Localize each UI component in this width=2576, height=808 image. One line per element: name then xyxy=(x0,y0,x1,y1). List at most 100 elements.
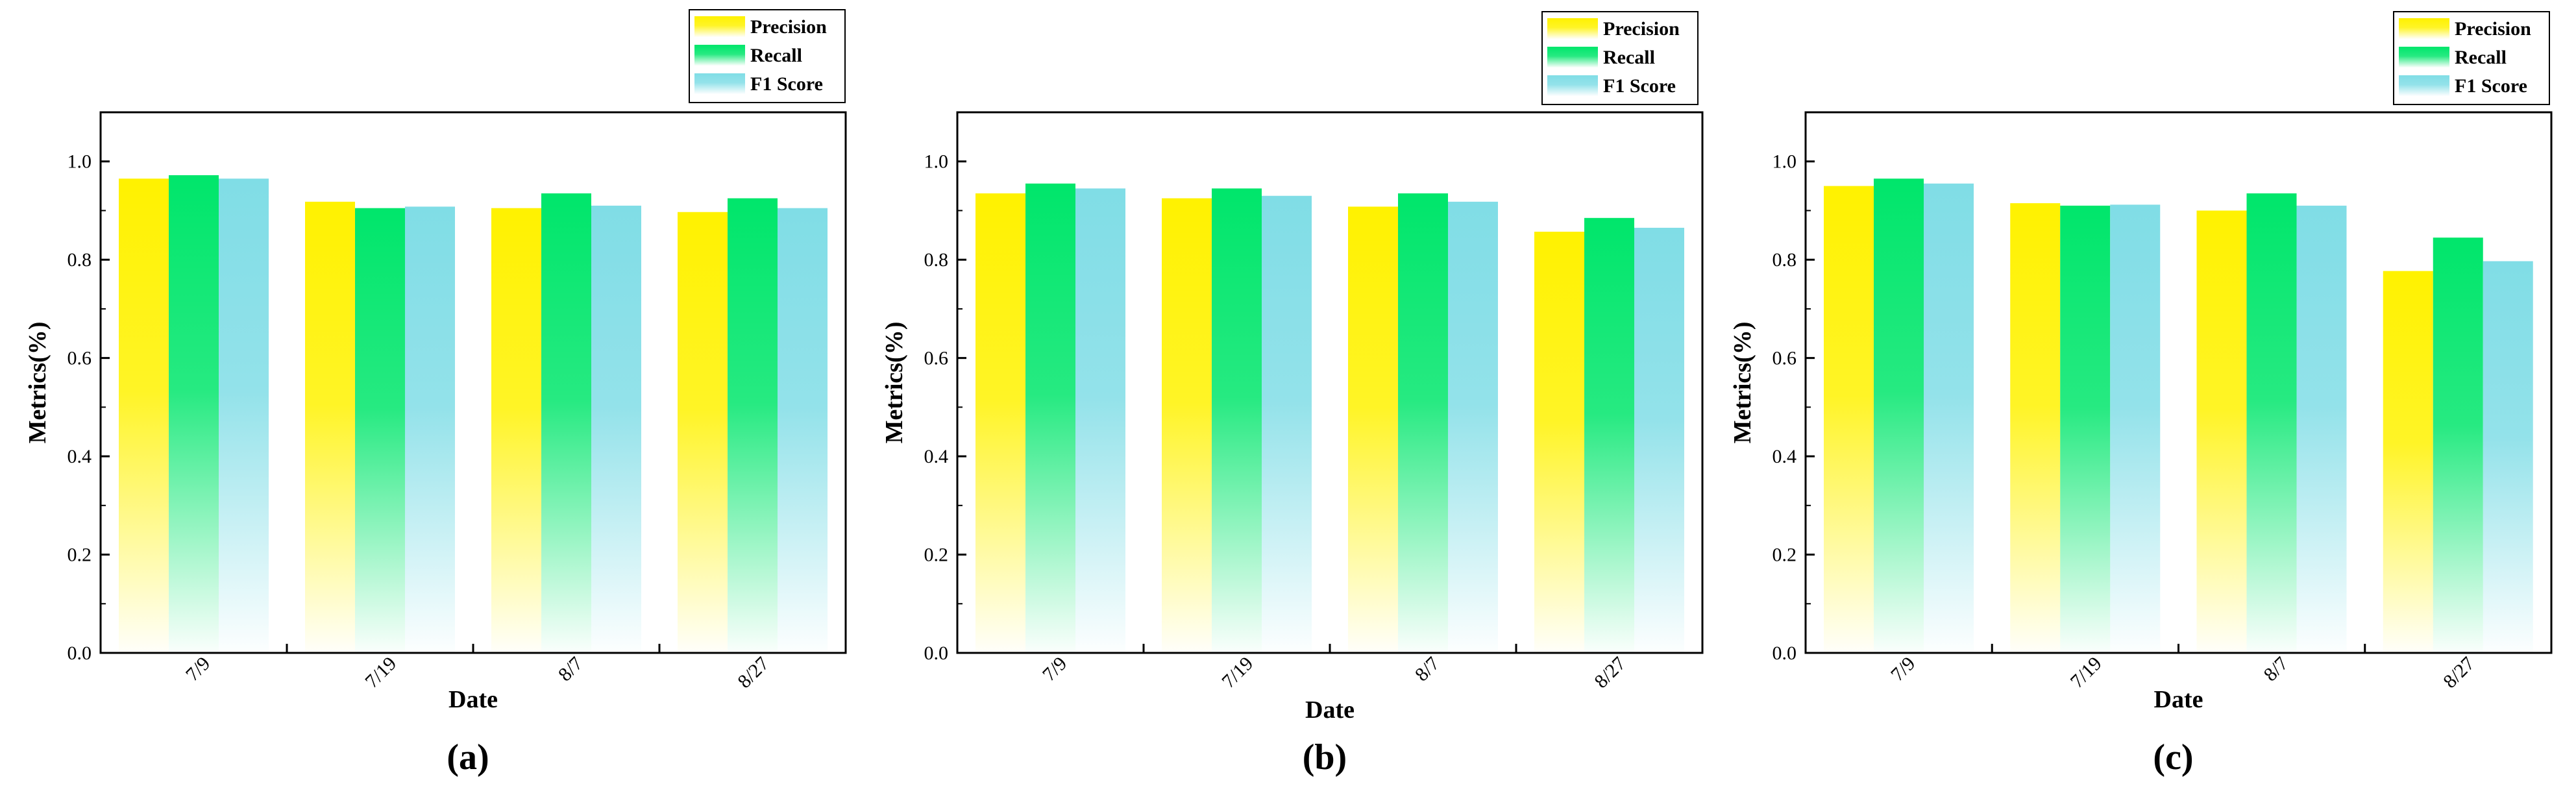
x-axis-title: Date xyxy=(1305,696,1355,724)
y-tick-label: 0.4 xyxy=(1773,446,1797,467)
x-tick-label: 7/9 xyxy=(182,653,214,685)
bar-f1-8-27 xyxy=(1634,227,1684,653)
chart-panel-b: 0.0 0.2 0.4 0.6 0.8 1.0 7/9 7/19 8/7 8/27 Date Metr… xyxy=(881,11,1704,777)
y-tick-label: 0.4 xyxy=(924,446,949,467)
y-tick-label: 0.8 xyxy=(1773,249,1797,271)
y-tick-label: 0.6 xyxy=(1773,348,1797,369)
legend-swatch-precision xyxy=(694,16,745,37)
x-tick-label: 8/7 xyxy=(2259,653,2292,685)
x-tick-label: 7/19 xyxy=(1218,653,1257,692)
legend-swatch-f1 xyxy=(694,73,745,94)
legend-label-precision: Precision xyxy=(750,16,827,38)
y-tick-label: 0.2 xyxy=(67,545,92,566)
legend-label-f1: F1 Score xyxy=(750,73,823,95)
x-tick-label: 8/27 xyxy=(733,653,773,692)
legend: Precision Recall F1 Score xyxy=(689,9,846,103)
legend-label-precision: Precision xyxy=(1603,18,1680,40)
y-tick-label: 0.0 xyxy=(67,643,92,664)
y-tick-label: 0.0 xyxy=(1773,643,1797,664)
y-tick-label: 1.0 xyxy=(1773,151,1797,173)
x-tick-label: 7/19 xyxy=(2067,653,2106,692)
panel-label: (a) xyxy=(447,737,489,777)
bar-recall-8-27 xyxy=(1584,217,1634,654)
y-tick-label: 0.6 xyxy=(67,348,92,369)
legend-swatch-f1 xyxy=(1547,75,1598,96)
y-tick-label: 0.2 xyxy=(924,545,949,566)
legend-swatch-f1 xyxy=(2399,75,2449,96)
bar-precision-8-27 xyxy=(1534,232,1584,653)
bar-recall-8-7 xyxy=(541,193,591,653)
panel-label: (c) xyxy=(2153,737,2193,777)
legend-label-recall: Recall xyxy=(2455,47,2507,68)
bar-f1-8-27 xyxy=(778,208,828,653)
y-tick-label: 1.0 xyxy=(67,151,92,173)
bar-precision-7-9 xyxy=(975,193,1025,653)
bar-recall-7-19 xyxy=(1212,188,1262,653)
bar-f1-7-19 xyxy=(2110,204,2161,653)
panel-label: (b) xyxy=(1303,737,1347,777)
chart-panel-c: 0.0 0.2 0.4 0.6 0.8 1.0 7/9 7/19 8/7 8/27 Date Metr… xyxy=(1729,11,2553,777)
legend-label-f1: F1 Score xyxy=(1603,75,1676,97)
y-tick-label: 0.4 xyxy=(67,446,92,467)
bar-f1-7-9 xyxy=(1075,188,1125,653)
legend-swatch-recall xyxy=(2399,47,2449,67)
bar-precision-7-19 xyxy=(305,201,355,654)
y-tick-label: 0.2 xyxy=(1773,545,1797,566)
legend: Precision Recall F1 Score xyxy=(2393,11,2550,105)
bar-f1-7-9 xyxy=(1924,183,1974,653)
legend-swatch-precision xyxy=(1547,18,1598,39)
legend-swatch-recall xyxy=(1547,47,1598,67)
bar-recall-8-7 xyxy=(1398,193,1448,653)
y-axis-title: Metrics(%) xyxy=(1729,322,1756,444)
y-tick-label: 1.0 xyxy=(924,151,949,173)
x-tick-label: 8/27 xyxy=(2439,653,2479,692)
x-tick-label: 7/9 xyxy=(1887,653,1919,685)
x-axis-title: Date xyxy=(448,686,498,713)
bar-precision-7-9 xyxy=(119,178,169,653)
x-tick-label: 8/27 xyxy=(1590,653,1630,692)
x-axis-title: Date xyxy=(2154,686,2203,713)
bar-recall-7-9 xyxy=(1874,178,1924,653)
bar-precision-8-7 xyxy=(491,208,541,653)
bar-f1-7-19 xyxy=(405,206,455,653)
bar-precision-8-7 xyxy=(2196,210,2247,653)
bar-f1-7-9 xyxy=(219,178,269,653)
y-tick-label: 0.6 xyxy=(924,348,949,369)
y-tick-label: 0.8 xyxy=(924,249,949,271)
bar-f1-7-19 xyxy=(1262,195,1312,654)
bar-f1-8-7 xyxy=(2296,205,2347,653)
y-tick-label: 0.8 xyxy=(67,249,92,271)
x-tick-label: 8/7 xyxy=(554,653,587,685)
y-tick-label: 0.0 xyxy=(924,643,949,664)
chart-panel-a: 0.0 0.2 0.4 0.6 0.8 1.0 7/9 7/19 8/7 8/27 Date Metr… xyxy=(24,9,847,777)
bar-precision-8-27 xyxy=(2383,271,2433,653)
legend-label-recall: Recall xyxy=(750,45,802,66)
bar-f1-8-7 xyxy=(591,205,641,653)
bar-precision-8-27 xyxy=(678,212,728,654)
bar-recall-7-9 xyxy=(1025,183,1075,653)
bar-recall-7-9 xyxy=(169,175,219,653)
x-tick-label: 7/19 xyxy=(361,653,400,692)
legend-label-precision: Precision xyxy=(2455,18,2531,40)
bar-recall-8-7 xyxy=(2246,193,2297,653)
bar-recall-7-19 xyxy=(2060,205,2111,653)
bar-precision-8-7 xyxy=(1348,206,1398,653)
y-axis-title: Metrics(%) xyxy=(881,322,908,444)
bar-recall-8-27 xyxy=(2433,238,2483,653)
legend: Precision Recall F1 Score xyxy=(1541,11,1699,105)
legend-label-recall: Recall xyxy=(1603,47,1655,68)
x-tick-label: 7/9 xyxy=(1038,653,1071,685)
y-axis-title: Metrics(%) xyxy=(24,322,51,444)
x-tick-label: 8/7 xyxy=(1411,653,1443,685)
bar-precision-7-9 xyxy=(1824,186,1874,653)
bar-f1-8-27 xyxy=(2483,261,2533,654)
bar-f1-8-7 xyxy=(1448,201,1498,654)
legend-label-f1: F1 Score xyxy=(2455,75,2527,97)
bar-recall-8-27 xyxy=(728,198,778,654)
bar-precision-7-19 xyxy=(2010,203,2061,653)
bar-precision-7-19 xyxy=(1162,198,1212,654)
legend-swatch-precision xyxy=(2399,18,2449,39)
bar-recall-7-19 xyxy=(355,208,405,653)
